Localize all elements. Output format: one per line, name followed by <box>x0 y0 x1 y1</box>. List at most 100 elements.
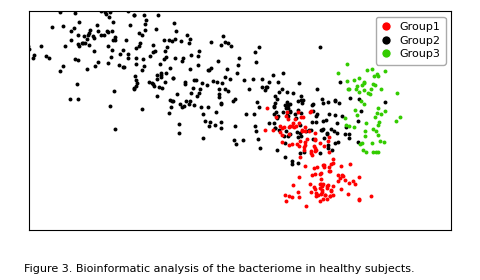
Point <box>289 183 297 188</box>
Point <box>298 115 305 120</box>
Point <box>382 100 389 105</box>
Point <box>107 55 115 60</box>
Point <box>205 68 213 73</box>
Point <box>216 87 223 91</box>
Point <box>343 61 350 66</box>
Point <box>163 45 171 50</box>
Point <box>132 46 139 50</box>
Point <box>286 193 293 198</box>
Point <box>165 110 173 115</box>
Point <box>205 123 213 128</box>
Point <box>131 74 139 79</box>
Point <box>313 112 321 116</box>
Point <box>305 129 313 133</box>
Point <box>152 49 159 53</box>
Point <box>317 128 325 133</box>
Point <box>324 143 332 148</box>
Point <box>155 84 163 89</box>
Point <box>358 83 366 87</box>
Point <box>281 103 289 107</box>
Point <box>381 109 388 113</box>
Point <box>370 127 377 132</box>
Point <box>367 91 374 96</box>
Legend: Group1, Group2, Group3: Group1, Group2, Group3 <box>376 17 445 64</box>
Point <box>283 90 291 94</box>
Point <box>355 96 362 101</box>
Point <box>290 125 298 129</box>
Point <box>107 103 114 108</box>
Point <box>284 106 291 110</box>
Point <box>320 136 328 141</box>
Point <box>18 59 26 64</box>
Point <box>251 112 258 116</box>
Point <box>361 134 369 138</box>
Point <box>329 193 336 198</box>
Point <box>120 48 127 52</box>
Point <box>73 82 81 87</box>
Point <box>292 116 300 121</box>
Point <box>346 162 354 167</box>
Point <box>109 19 117 24</box>
Point <box>221 87 229 91</box>
Point <box>74 42 82 46</box>
Point <box>306 127 313 132</box>
Point <box>183 32 191 37</box>
Point <box>217 120 225 124</box>
Point <box>219 33 227 38</box>
Point <box>271 101 279 105</box>
Point <box>261 127 269 132</box>
Point <box>169 76 177 80</box>
Point <box>76 5 84 10</box>
Point <box>212 110 219 115</box>
Point <box>283 105 290 110</box>
Point <box>270 104 277 109</box>
Point <box>168 98 176 103</box>
Point <box>166 98 173 103</box>
Point <box>119 65 127 70</box>
Point <box>111 35 119 39</box>
Point <box>79 40 86 45</box>
Point <box>334 131 341 136</box>
Point <box>296 120 303 125</box>
Point <box>344 79 351 84</box>
Point <box>181 81 189 86</box>
Point <box>224 41 231 46</box>
Point <box>218 81 226 85</box>
Point <box>342 116 349 121</box>
Point <box>324 197 331 201</box>
Point <box>178 105 186 109</box>
Point <box>263 106 271 111</box>
Point <box>285 117 292 122</box>
Point <box>251 124 259 128</box>
Point <box>309 173 316 178</box>
Point <box>280 71 288 75</box>
Point <box>323 130 331 135</box>
Point <box>141 28 149 33</box>
Point <box>170 20 178 25</box>
Point <box>192 78 200 83</box>
Point <box>288 142 296 147</box>
Point <box>293 130 301 135</box>
Point <box>377 112 384 116</box>
Point <box>278 86 286 91</box>
Point <box>228 43 235 48</box>
Point <box>374 105 382 110</box>
Point <box>179 58 186 63</box>
Point <box>303 136 311 141</box>
Point <box>173 92 181 96</box>
Point <box>187 52 194 57</box>
Point <box>354 140 361 144</box>
Point <box>325 135 333 139</box>
Point <box>139 68 146 72</box>
Point <box>59 63 67 68</box>
Point <box>37 44 45 49</box>
Point <box>306 182 314 186</box>
Point <box>272 126 279 130</box>
Point <box>75 19 83 24</box>
Point <box>359 141 366 146</box>
Point <box>371 83 379 88</box>
Point <box>320 144 328 148</box>
Point <box>286 110 293 114</box>
Point <box>93 23 101 28</box>
Point <box>327 161 335 166</box>
